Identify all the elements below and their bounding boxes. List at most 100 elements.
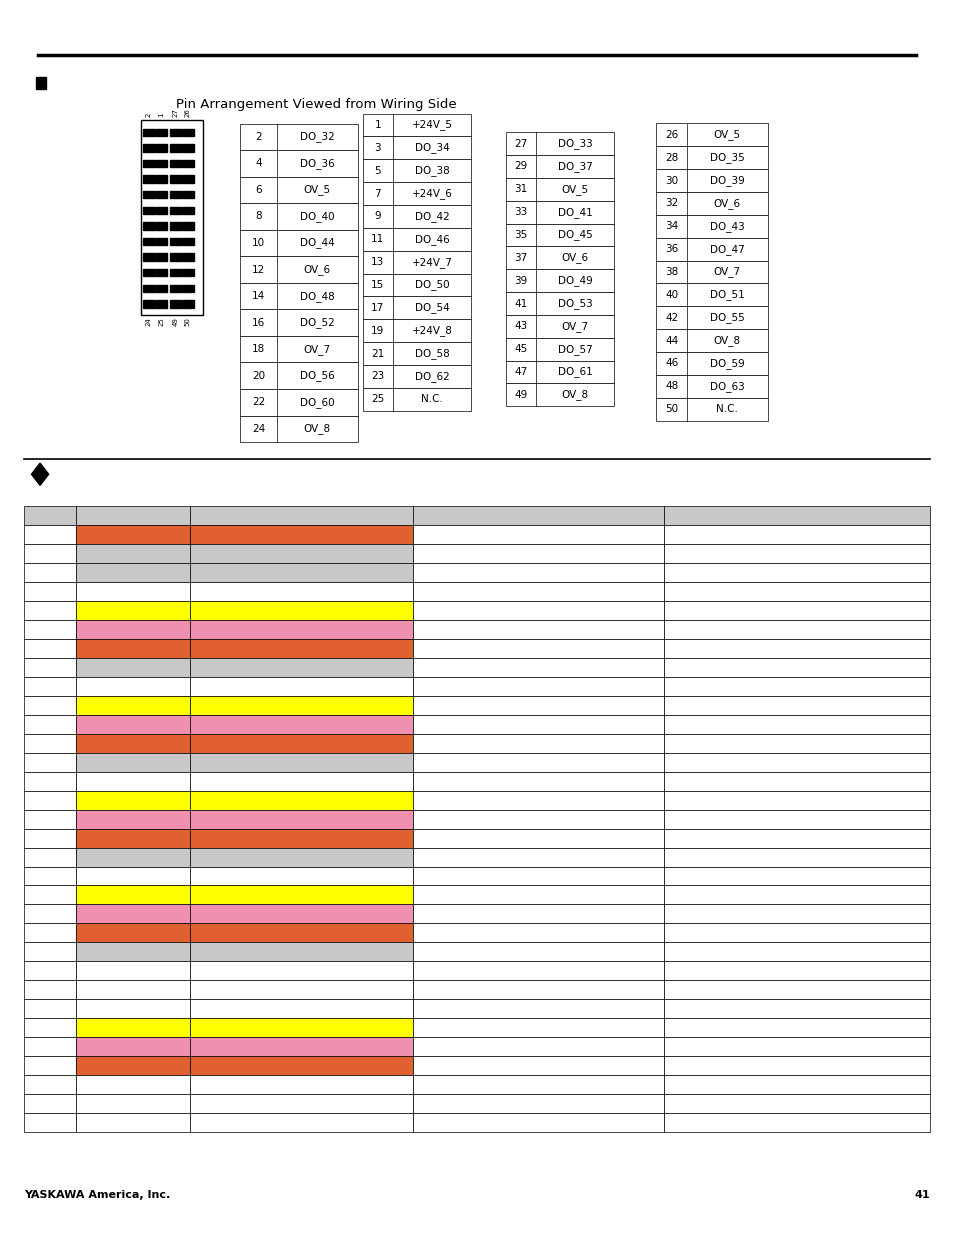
Bar [413, 658, 663, 677]
Text: 44: 44 [664, 336, 678, 346]
Bar [663, 658, 929, 677]
Bar [413, 1113, 663, 1132]
Text: N.C.: N.C. [716, 404, 738, 414]
Bar [190, 961, 413, 981]
Bar [76, 601, 190, 620]
Bar [505, 269, 614, 291]
Text: DO_52: DO_52 [299, 317, 335, 329]
Text: 41: 41 [514, 299, 527, 309]
Text: 22: 22 [252, 398, 265, 408]
Text: 40: 40 [664, 290, 678, 300]
Bar [413, 525, 663, 545]
Text: 10: 10 [252, 238, 265, 248]
Bar [76, 772, 190, 790]
Bar [413, 829, 663, 847]
Text: 32: 32 [664, 199, 678, 209]
Bar [505, 291, 614, 315]
Bar [663, 904, 929, 924]
Bar [656, 237, 767, 261]
Text: 42: 42 [664, 312, 678, 322]
Bar [663, 525, 929, 545]
Bar [24, 885, 76, 904]
Text: 16: 16 [252, 317, 265, 327]
Bar [663, 847, 929, 867]
Bar [656, 261, 767, 283]
Text: 39: 39 [514, 275, 527, 285]
Bar [24, 677, 76, 697]
Bar [24, 620, 76, 638]
Bar [505, 178, 614, 201]
Text: 36: 36 [664, 245, 678, 254]
Bar [24, 1037, 76, 1056]
Bar [362, 319, 471, 342]
Text: +24V_5: +24V_5 [412, 120, 452, 131]
Text: 1: 1 [375, 120, 380, 130]
Bar [362, 388, 471, 410]
Bar [190, 620, 413, 638]
Bar [413, 810, 663, 829]
Bar [413, 620, 663, 638]
Bar [413, 867, 663, 885]
Bar [240, 149, 357, 177]
Bar [190, 638, 413, 658]
Text: 21: 21 [371, 348, 384, 358]
Text: OV_5: OV_5 [303, 184, 331, 195]
Bar [155, 128, 167, 136]
Text: 34: 34 [664, 221, 678, 231]
Bar [76, 885, 190, 904]
Bar [190, 772, 413, 790]
Bar [190, 829, 413, 847]
Bar [76, 867, 190, 885]
Bar [190, 904, 413, 924]
Bar [143, 285, 154, 293]
Bar [413, 601, 663, 620]
Text: DO_53: DO_53 [558, 298, 592, 309]
Bar [182, 128, 193, 136]
Bar [413, 1018, 663, 1037]
Bar [663, 810, 929, 829]
Bar [240, 257, 357, 283]
Bar [362, 342, 471, 366]
Text: +24V_7: +24V_7 [412, 257, 452, 268]
Bar [190, 525, 413, 545]
Bar [240, 177, 357, 204]
Text: DO_62: DO_62 [415, 370, 449, 382]
Bar [663, 829, 929, 847]
Text: OV_5: OV_5 [561, 184, 588, 195]
Bar [155, 300, 167, 308]
Bar [505, 201, 614, 224]
Text: 12: 12 [252, 264, 265, 274]
Bar [170, 222, 181, 230]
Bar [182, 222, 193, 230]
Bar [76, 942, 190, 961]
Bar [24, 924, 76, 942]
Bar [190, 981, 413, 999]
Text: 45: 45 [514, 345, 527, 354]
Text: 49: 49 [172, 317, 178, 326]
Text: 49: 49 [514, 390, 527, 400]
Text: DO_56: DO_56 [299, 370, 335, 382]
Text: 14: 14 [252, 291, 265, 301]
Text: DO_46: DO_46 [415, 233, 449, 245]
Bar [190, 847, 413, 867]
Bar [182, 191, 193, 199]
Bar [24, 810, 76, 829]
Text: DO_32: DO_32 [299, 131, 335, 142]
Bar [190, 867, 413, 885]
Bar [76, 1113, 190, 1132]
Text: N.C.: N.C. [421, 394, 442, 404]
Bar [505, 247, 614, 269]
Bar [182, 253, 193, 261]
Bar [656, 124, 767, 146]
Text: Pin Arrangement Viewed from Wiring Side: Pin Arrangement Viewed from Wiring Side [176, 98, 456, 111]
Bar [170, 285, 181, 293]
Bar [505, 315, 614, 337]
Bar [190, 563, 413, 582]
Text: DO_60: DO_60 [299, 396, 335, 408]
Text: 27: 27 [514, 138, 527, 148]
Bar [143, 128, 154, 136]
Bar [143, 300, 154, 308]
Bar [76, 677, 190, 697]
Bar [663, 638, 929, 658]
Bar [413, 885, 663, 904]
